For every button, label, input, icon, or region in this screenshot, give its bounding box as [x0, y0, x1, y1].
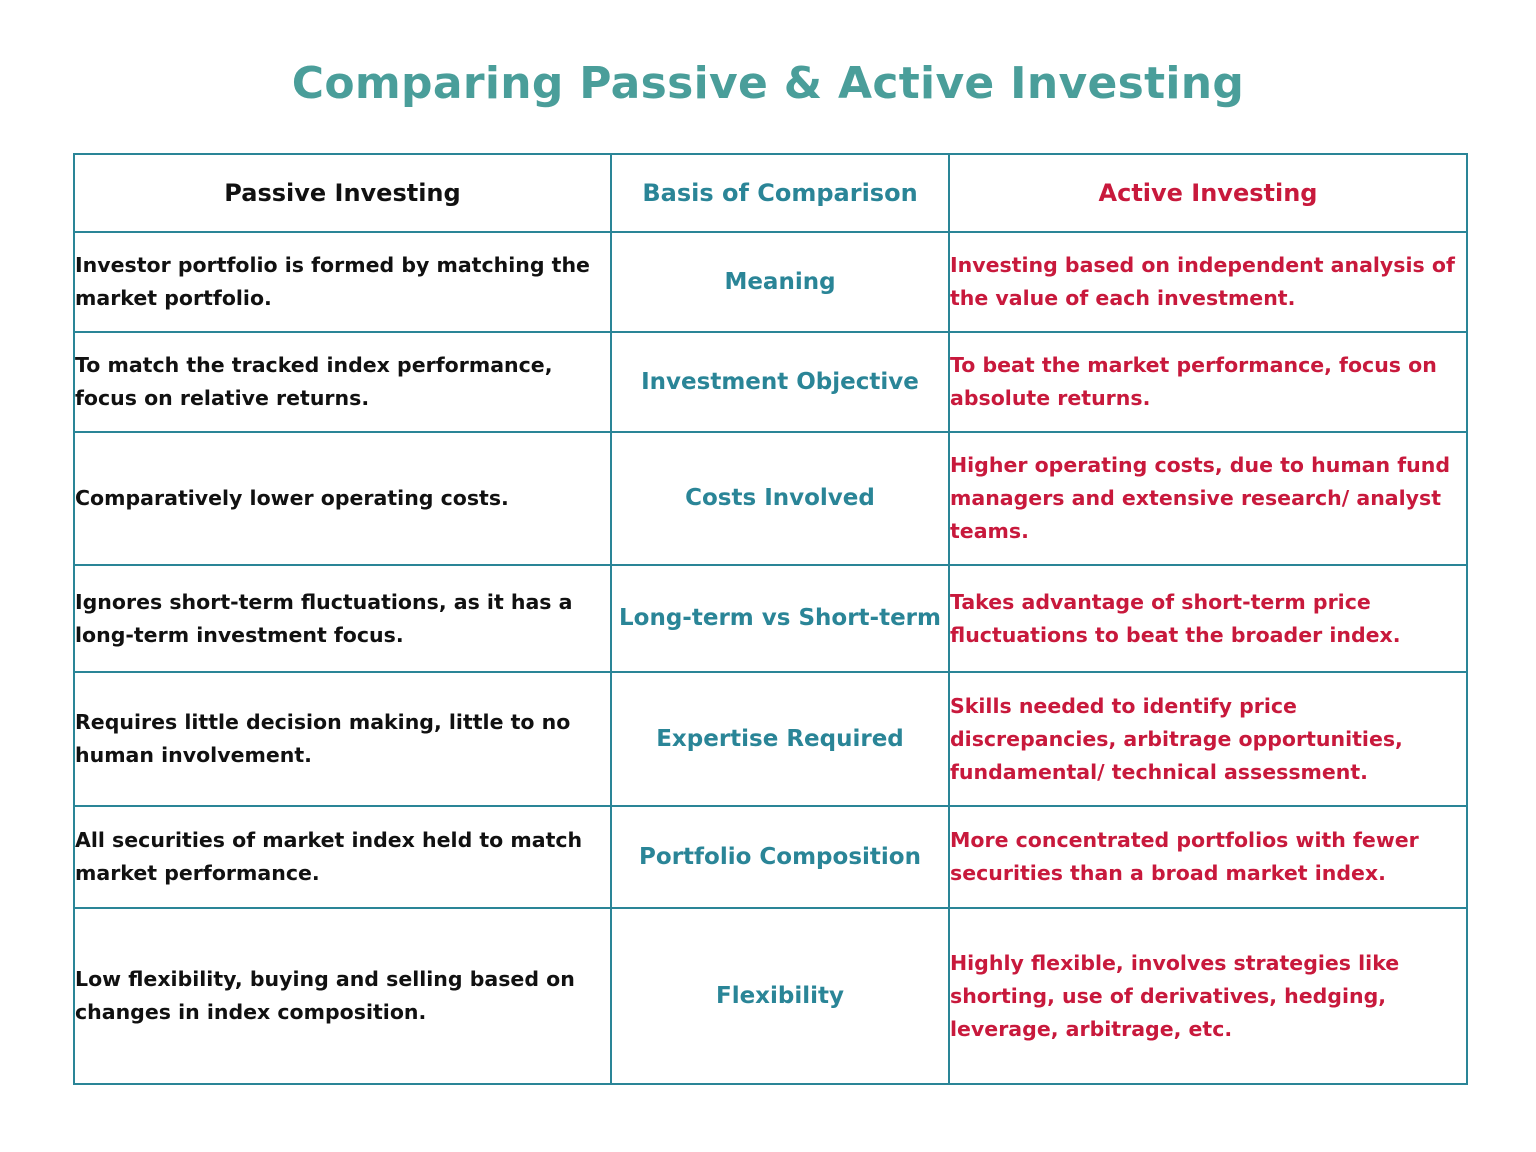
table-row: Low flexibility, buying and selling base… — [73, 907, 1468, 1085]
passive-cell: To match the tracked index performance, … — [73, 331, 612, 433]
passive-cell: Comparatively lower operating costs. — [73, 431, 612, 566]
table-row: To match the tracked index performance, … — [73, 331, 1468, 433]
basis-cell: Investment Objective — [610, 331, 950, 433]
header-row: Passive Investing Basis of Comparison Ac… — [73, 153, 1468, 233]
basis-cell: Costs Involved — [610, 431, 950, 566]
basis-cell: Portfolio Composition — [610, 805, 950, 909]
basis-cell: Flexibility — [610, 907, 950, 1085]
page-title: Comparing Passive & Active Investing — [291, 58, 1245, 109]
active-cell: Higher operating costs, due to human fun… — [948, 431, 1468, 566]
passive-cell: Requires little decision making, little … — [73, 671, 612, 807]
basis-cell: Long-term vs Short-term — [610, 564, 950, 673]
active-cell: To beat the market performance, focus on… — [948, 331, 1468, 433]
comparison-table: Passive Investing Basis of Comparison Ac… — [73, 153, 1468, 1085]
table-row: Ignores short-term fluctuations, as it h… — [73, 564, 1468, 673]
active-cell: Skills needed to identify price discrepa… — [948, 671, 1468, 807]
active-cell: Takes advantage of short-term price fluc… — [948, 564, 1468, 673]
table-row: All securities of market index held to m… — [73, 805, 1468, 909]
table-row: Investor portfolio is formed by matching… — [73, 231, 1468, 333]
passive-cell: Investor portfolio is formed by matching… — [73, 231, 612, 333]
table-row: Requires little decision making, little … — [73, 671, 1468, 807]
passive-cell: Ignores short-term fluctuations, as it h… — [73, 564, 612, 673]
header-active-investing: Active Investing — [948, 153, 1468, 233]
active-cell: More concentrated portfolios with fewer … — [948, 805, 1468, 909]
active-cell: Highly flexible, involves strategies lik… — [948, 907, 1468, 1085]
header-basis-of-comparison: Basis of Comparison — [610, 153, 950, 233]
passive-cell: Low flexibility, buying and selling base… — [73, 907, 612, 1085]
passive-cell: All securities of market index held to m… — [73, 805, 612, 909]
table-row: Comparatively lower operating costs. Cos… — [73, 431, 1468, 566]
basis-cell: Expertise Required — [610, 671, 950, 807]
basis-cell: Meaning — [610, 231, 950, 333]
active-cell: Investing based on independent analysis … — [948, 231, 1468, 333]
header-passive-investing: Passive Investing — [73, 153, 612, 233]
